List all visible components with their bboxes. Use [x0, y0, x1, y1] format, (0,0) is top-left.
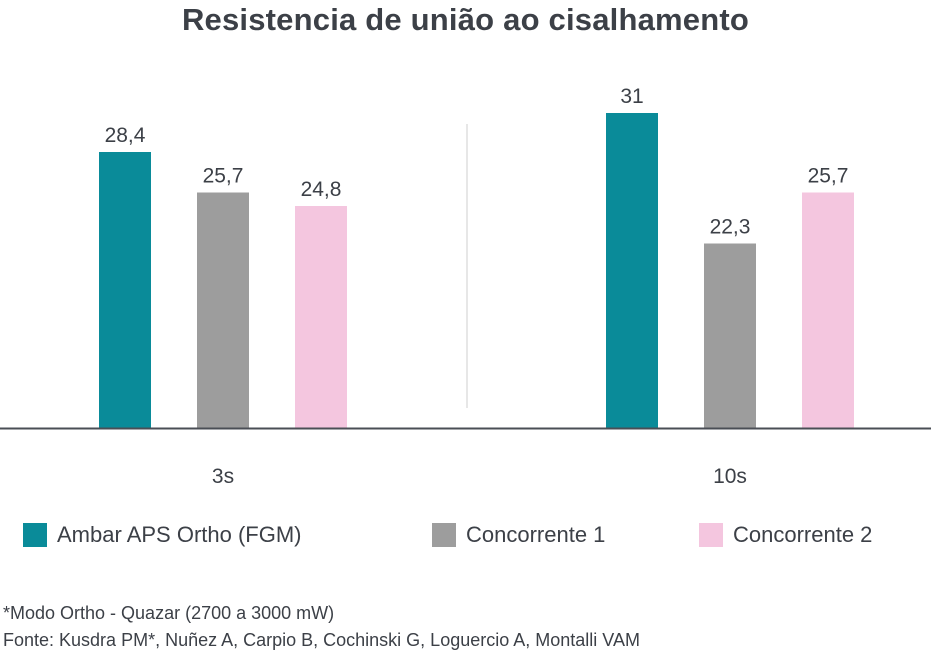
legend-swatch [432, 523, 456, 547]
data-label: 31 [620, 85, 643, 108]
legend-label: Ambar APS Ortho (FGM) [57, 522, 302, 547]
data-label: 25,7 [203, 165, 244, 188]
bar [704, 243, 756, 428]
bar [295, 206, 347, 428]
legend-item-concorrente-2: Concorrente 2 [699, 522, 872, 548]
bar [606, 113, 658, 428]
x-tick-label: 10s [713, 465, 747, 488]
bar [99, 152, 151, 428]
x-tick-label: 3s [212, 465, 234, 488]
legend-swatch [23, 523, 47, 547]
bar [802, 192, 854, 428]
data-label: 24,8 [301, 178, 342, 201]
data-label: 22,3 [710, 216, 751, 239]
legend-item-ambar: Ambar APS Ortho (FGM) [23, 522, 302, 548]
data-label: 25,7 [808, 165, 849, 188]
legend-label: Concorrente 2 [733, 522, 873, 547]
bar [197, 192, 249, 428]
chart-title: Resistencia de união ao cisalhamento [181, 2, 750, 37]
data-label: 28,4 [105, 124, 146, 147]
legend-item-concorrente-1: Concorrente 1 [432, 522, 605, 548]
legend-swatch [699, 523, 723, 547]
footnote-source: Fonte: Kusdra PM*, Nuñez A, Carpio B, Co… [3, 630, 640, 650]
legend-label: Concorrente 1 [466, 522, 606, 547]
footnote-mode: *Modo Ortho - Quazar (2700 a 3000 mW) [3, 603, 335, 623]
